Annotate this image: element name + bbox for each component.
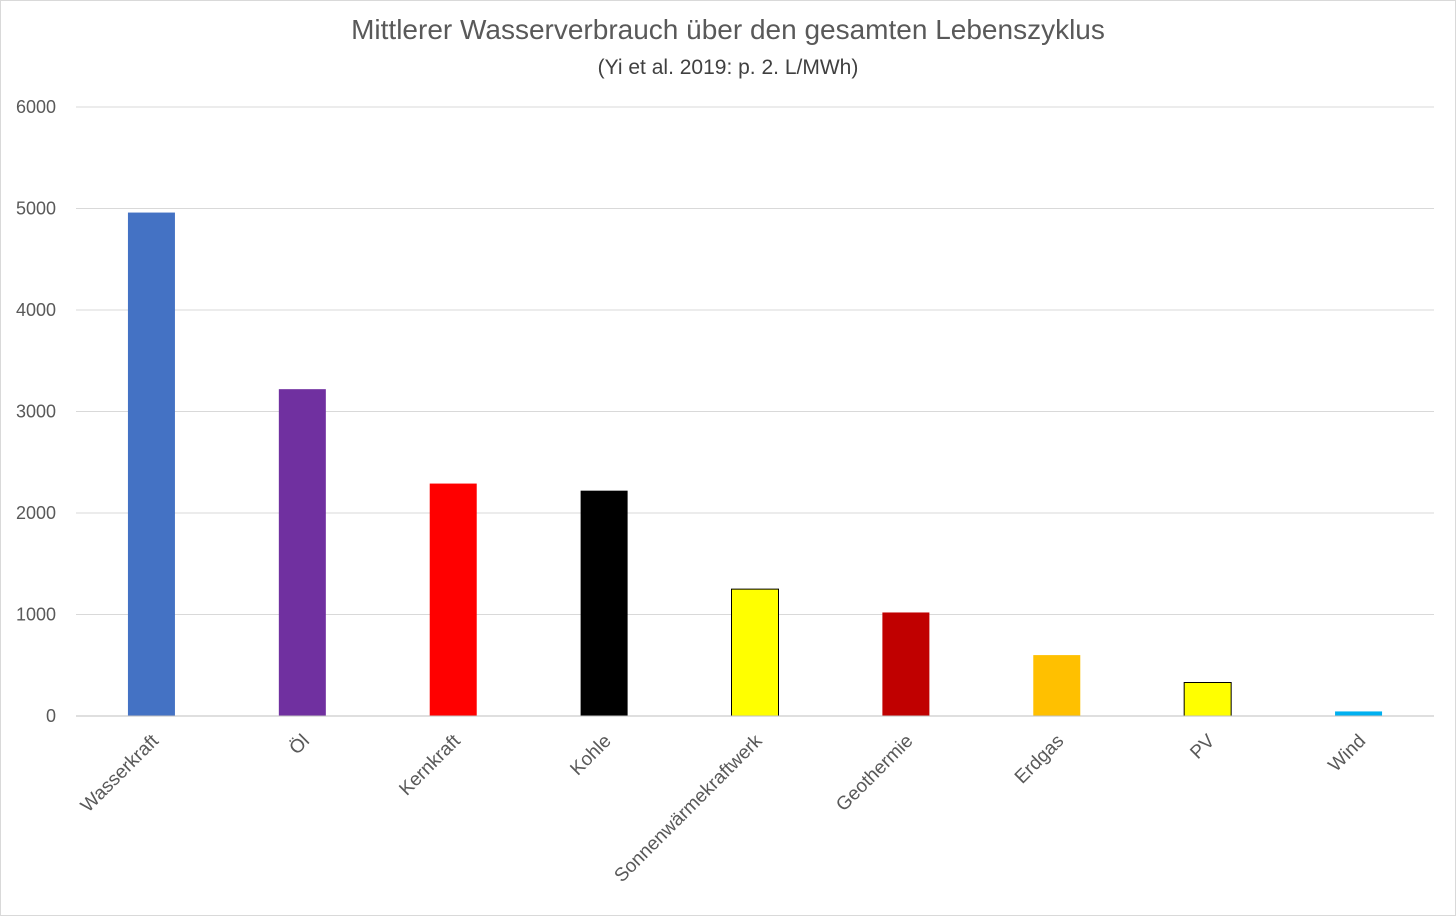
bar-3 <box>429 483 477 716</box>
x-tick-label: Wind <box>1325 731 1370 776</box>
x-tick-label: Öl <box>286 731 314 759</box>
bar-4 <box>580 490 628 716</box>
x-tick-label: Sonnenwärmekraftwerk <box>611 730 767 886</box>
bar-1 <box>127 212 175 716</box>
y-tick-label: 4000 <box>16 300 56 320</box>
bar-9 <box>1335 711 1383 716</box>
bars <box>127 212 1383 717</box>
bar-2 <box>278 389 326 716</box>
y-tick-label: 0 <box>46 706 56 726</box>
y-tick-label: 6000 <box>16 97 56 117</box>
y-axis-ticks: 0 1000 2000 3000 4000 5000 6000 <box>16 97 56 726</box>
bar-8 <box>1183 682 1232 717</box>
chart-title: Mittlerer Wasserverbrauch über den gesam… <box>351 14 1105 45</box>
x-tick-label: Geothermie <box>832 731 917 816</box>
x-tick-label: Erdgas <box>1011 731 1068 788</box>
bar-7 <box>1033 655 1081 716</box>
bar-6 <box>882 612 930 716</box>
x-tick-label: Wasserkraft <box>77 730 164 817</box>
x-tick-label: Kernkraft <box>395 730 465 800</box>
y-tick-label: 3000 <box>16 402 56 422</box>
y-tick-label: 1000 <box>16 605 56 625</box>
x-axis-ticks: Wasserkraft Öl Kernkraft KohleSonnenwärmekr… <box>77 730 1370 886</box>
y-tick-label: 2000 <box>16 503 56 523</box>
x-tick-label: PV <box>1186 730 1219 763</box>
chart-subtitle: (Yi et al. 2019: p. 2. L/MWh) <box>597 56 859 79</box>
y-tick-label: 5000 <box>16 199 56 219</box>
x-tick-label: Kohle <box>566 731 615 780</box>
bar-5 <box>731 588 779 717</box>
